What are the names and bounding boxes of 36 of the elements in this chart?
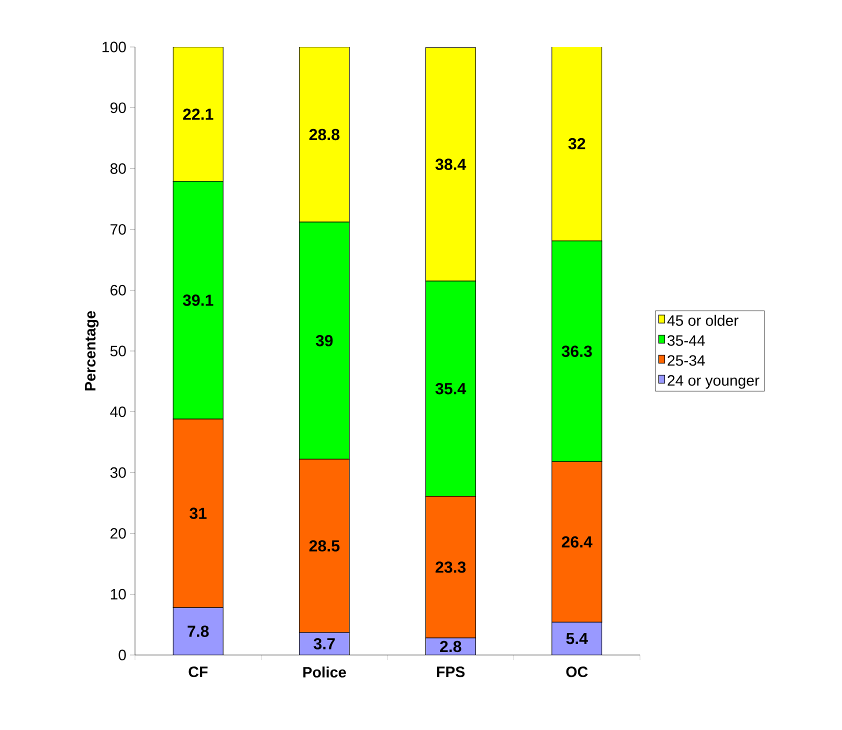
legend-label: 24 or younger (668, 375, 760, 389)
data-label: 39.1 (182, 294, 214, 306)
legend-label: 45 or older (667, 314, 738, 326)
x-tick-label: CF (188, 666, 208, 678)
data-label: 28.8 (309, 128, 340, 140)
legend-label: 25-34 (668, 355, 705, 366)
y-tick-label: 40 (110, 406, 126, 418)
data-label: 3.7 (314, 638, 335, 650)
y-tick-label: 80 (110, 163, 126, 174)
x-tick-label: FPS (437, 666, 465, 678)
data-label: 39 (316, 334, 333, 346)
data-label: 32 (568, 138, 586, 150)
data-label: 22.1 (183, 108, 214, 120)
y-tick-label: 0 (118, 650, 126, 660)
data-label: 35.4 (435, 383, 466, 394)
y-tick-label: 100 (102, 42, 126, 52)
data-label: 26.4 (562, 536, 592, 548)
data-label: 28.5 (309, 540, 340, 552)
y-tick-label: 60 (110, 284, 126, 296)
x-tick-label: OC (566, 666, 588, 678)
y-tick-label: 30 (110, 467, 126, 478)
data-label: 31 (190, 508, 207, 519)
y-tick-label: 90 (110, 102, 126, 114)
x-tick-label: Police (303, 666, 346, 678)
y-tick-label: 10 (110, 588, 126, 600)
y-tick-label: 70 (110, 224, 126, 235)
data-label: 7.8 (188, 626, 209, 637)
y-tick-label: 20 (110, 528, 126, 539)
y-tick-label: 50 (110, 346, 126, 356)
y-axis-title: Percentage (85, 311, 99, 390)
data-label: 23.3 (436, 561, 466, 573)
data-label: 36.3 (562, 346, 592, 357)
data-label: 38.4 (435, 158, 466, 170)
legend-label: 35-44 (668, 335, 705, 346)
data-label: 2.8 (440, 640, 462, 652)
data-label: 5.4 (566, 633, 588, 644)
